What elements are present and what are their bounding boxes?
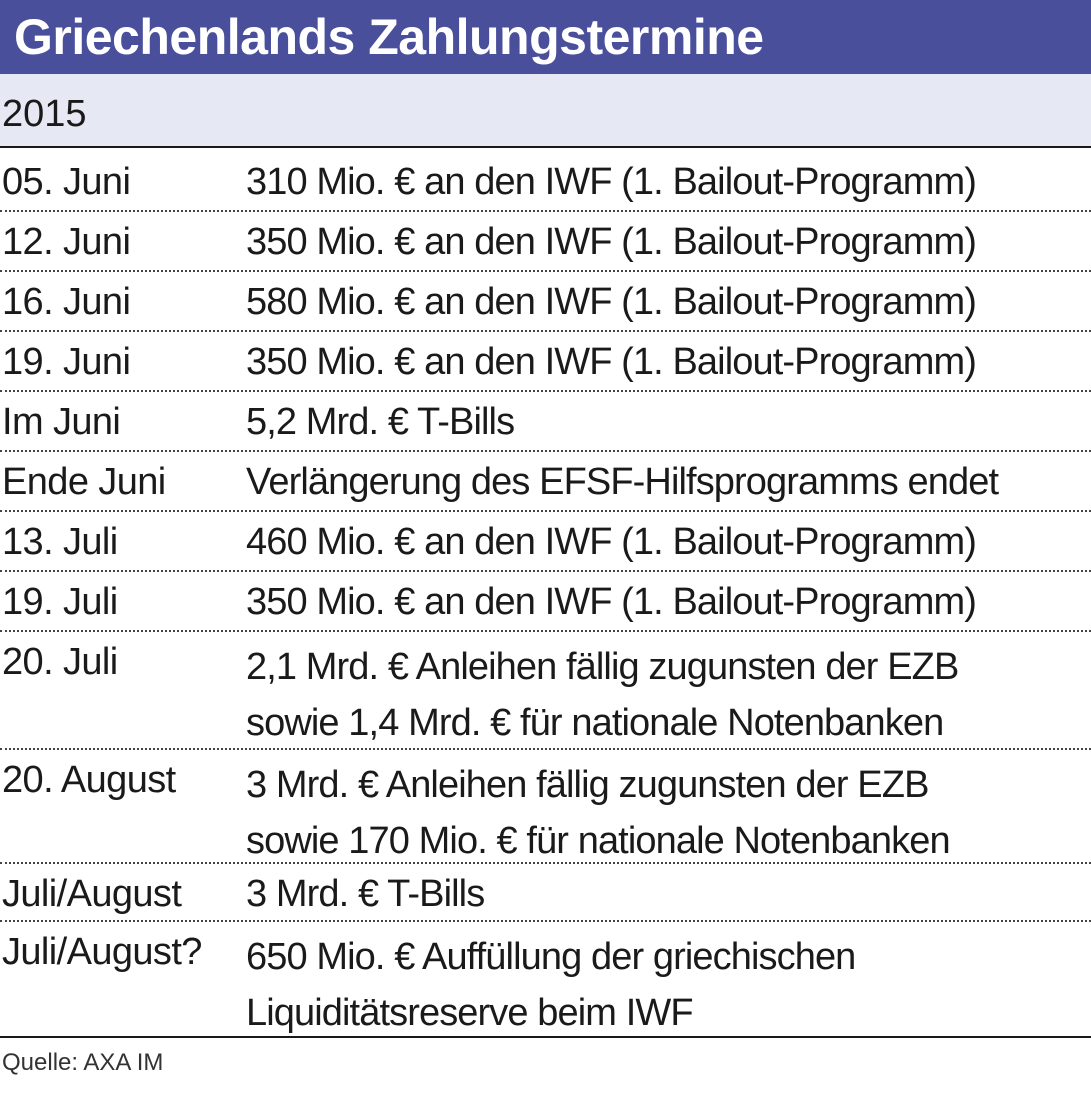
- row-description: 350 Mio. € an den IWF (1. Bailout-Progra…: [246, 581, 977, 623]
- row-description: 580 Mio. € an den IWF (1. Bailout-Progra…: [246, 281, 977, 323]
- row-description: Verlängerung des EFSF-Hilfsprogramms end…: [246, 461, 999, 503]
- row-description: 310 Mio. € an den IWF (1. Bailout-Progra…: [246, 161, 977, 203]
- row-description: 350 Mio. € an den IWF (1. Bailout-Progra…: [246, 221, 977, 263]
- row-date: Juli/August: [2, 873, 182, 915]
- page-title: Griechenlands Zahlungstermine: [14, 9, 764, 65]
- year-label: 2015: [2, 93, 87, 135]
- table-row: Im Juni 5,2 Mrd. € T-Bills: [0, 392, 1091, 452]
- row-date: 13. Juli: [2, 521, 118, 563]
- row-date: Ende Juni: [2, 461, 166, 503]
- row-description: 2,1 Mrd. € Anleihen fällig zugunsten der…: [246, 646, 959, 744]
- row-date: 05. Juni: [2, 161, 131, 203]
- row-description: 650 Mio. € Auffüllung der griechischen L…: [246, 936, 856, 1034]
- table-row: Juli/August? 650 Mio. € Auffüllung der g…: [0, 922, 1091, 1038]
- table-row: 12. Juni 350 Mio. € an den IWF (1. Bailo…: [0, 212, 1091, 272]
- row-description: 3 Mrd. € Anleihen fällig zugunsten der E…: [246, 764, 951, 862]
- row-description: 3 Mrd. € T-Bills: [246, 873, 485, 915]
- table-row: 05. Juni 310 Mio. € an den IWF (1. Bailo…: [0, 152, 1091, 212]
- table-row: 19. Juli 350 Mio. € an den IWF (1. Bailo…: [0, 572, 1091, 632]
- row-description: 5,2 Mrd. € T-Bills: [246, 401, 515, 443]
- row-date: 19. Juni: [2, 341, 131, 383]
- table-row: 20. August 3 Mrd. € Anleihen fällig zugu…: [0, 750, 1091, 864]
- row-date: 19. Juli: [2, 581, 118, 623]
- table-row: Ende Juni Verlängerung des EFSF-Hilfspro…: [0, 452, 1091, 512]
- row-date: 20. August: [2, 759, 176, 801]
- table-row: 20. Juli 2,1 Mrd. € Anleihen fällig zugu…: [0, 632, 1091, 750]
- table-row: Juli/August 3 Mrd. € T-Bills: [0, 864, 1091, 922]
- table-row: 13. Juli 460 Mio. € an den IWF (1. Bailo…: [0, 512, 1091, 572]
- table-row: 19. Juni 350 Mio. € an den IWF (1. Bailo…: [0, 332, 1091, 392]
- year-header: 2015: [0, 74, 1091, 148]
- payment-schedule-table: 05. Juni 310 Mio. € an den IWF (1. Bailo…: [0, 152, 1091, 1038]
- row-date: 20. Juli: [2, 641, 118, 683]
- row-date: 16. Juni: [2, 281, 131, 323]
- row-description: 350 Mio. € an den IWF (1. Bailout-Progra…: [246, 341, 977, 383]
- row-date: Juli/August?: [2, 931, 202, 973]
- source-note: Quelle: AXA IM: [2, 1049, 164, 1076]
- row-date: 12. Juni: [2, 221, 131, 263]
- row-date: Im Juni: [2, 401, 121, 443]
- table-row: 16. Juni 580 Mio. € an den IWF (1. Bailo…: [0, 272, 1091, 332]
- title-bar: Griechenlands Zahlungstermine: [0, 0, 1091, 74]
- row-description: 460 Mio. € an den IWF (1. Bailout-Progra…: [246, 521, 977, 563]
